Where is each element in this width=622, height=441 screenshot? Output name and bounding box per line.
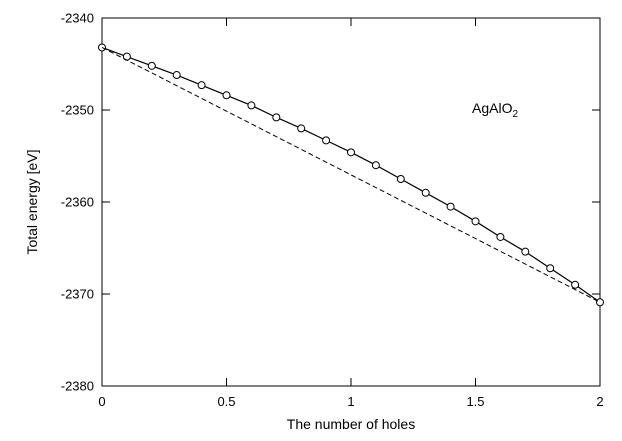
- data-point: [471, 217, 480, 226]
- x-tick-label: 0: [98, 394, 105, 409]
- y-tick-label: -2370: [61, 287, 94, 302]
- x-tick-label: 2: [596, 394, 603, 409]
- data-point: [421, 188, 430, 197]
- series-group: [98, 43, 604, 307]
- y-tick-label: -2380: [61, 379, 94, 394]
- data-point: [371, 161, 380, 170]
- y-tick-label: -2340: [61, 11, 94, 26]
- data-point: [396, 175, 405, 183]
- data-point: [247, 101, 256, 110]
- x-axis-title: The number of holes: [287, 416, 415, 432]
- data-point: [446, 202, 455, 211]
- annotation-subscript: 2: [512, 109, 518, 120]
- annotation-base: AgAlO: [472, 100, 513, 116]
- x-tick-label: 1: [347, 394, 354, 409]
- data-point: [297, 124, 306, 133]
- x-tick-label: 0.5: [217, 394, 235, 409]
- y-axis-title: Total energy [eV]: [24, 149, 40, 254]
- data-point: [521, 247, 530, 256]
- data-point: [172, 71, 181, 80]
- x-tick-label: 1.5: [466, 394, 484, 409]
- data-point: [197, 81, 206, 90]
- axis-ticks: -2340 -2350 -2360 -2370 -2380 0 0.5 1 1.5 2: [61, 11, 604, 410]
- data-point: [596, 298, 604, 307]
- data-point: [546, 264, 555, 273]
- data-point: [272, 113, 281, 122]
- data-point: [322, 136, 331, 145]
- y-tick-label: -2350: [61, 103, 94, 118]
- data-point: [347, 148, 355, 157]
- data-point: [571, 280, 580, 289]
- data-point: [496, 232, 505, 241]
- data-point: [222, 91, 231, 100]
- y-tick-label: -2360: [61, 195, 94, 210]
- compound-annotation: AgAlO2: [472, 100, 518, 120]
- data-point: [147, 61, 156, 70]
- dashed-reference-line: [101, 46, 601, 303]
